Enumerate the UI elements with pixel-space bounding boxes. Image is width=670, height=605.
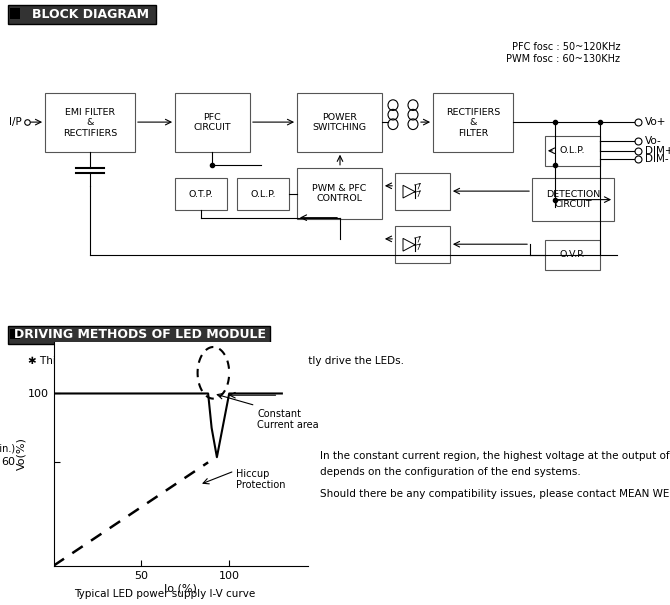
Text: Vo+: Vo+ bbox=[645, 117, 667, 127]
Text: O.V.P.: O.V.P. bbox=[559, 250, 586, 260]
Text: I/P: I/P bbox=[9, 117, 22, 127]
Bar bbox=[395, 226, 450, 263]
Text: DIM-: DIM- bbox=[645, 154, 669, 165]
Bar bbox=[10, 8, 20, 19]
Text: Hiccup
Protection: Hiccup Protection bbox=[237, 469, 285, 491]
Text: Typical LED power supply I-V curve: Typical LED power supply I-V curve bbox=[74, 589, 256, 599]
Bar bbox=[8, 5, 156, 24]
Text: 60: 60 bbox=[1, 457, 15, 467]
Text: Vo-: Vo- bbox=[645, 136, 662, 146]
Text: In the constant current region, the highest voltage at the output of the driver: In the constant current region, the high… bbox=[320, 451, 670, 461]
Text: RECTIFIERS
&
FILTER: RECTIFIERS & FILTER bbox=[446, 108, 500, 137]
Text: PWM & PFC
CONTROL: PWM & PFC CONTROL bbox=[312, 183, 366, 203]
Text: PFC
CIRCUIT: PFC CIRCUIT bbox=[194, 113, 231, 132]
Text: ✱ This series works in constant current mode to directly drive the LEDs.: ✱ This series works in constant current … bbox=[28, 356, 404, 365]
Text: EMI FILTER
&
RECTIFIERS: EMI FILTER & RECTIFIERS bbox=[63, 108, 117, 137]
Bar bbox=[45, 93, 135, 152]
Text: DRIVING METHODS OF LED MODULE: DRIVING METHODS OF LED MODULE bbox=[14, 328, 266, 341]
Text: O.T.P.: O.T.P. bbox=[188, 190, 214, 199]
Text: O.L.P.: O.L.P. bbox=[251, 190, 276, 199]
Text: DETECTION
CIRCUIT: DETECTION CIRCUIT bbox=[546, 190, 600, 209]
Text: (min.): (min.) bbox=[0, 443, 15, 454]
Bar bbox=[545, 136, 600, 166]
Y-axis label: Vo(%): Vo(%) bbox=[16, 437, 26, 470]
Text: Constant
Current area: Constant Current area bbox=[257, 408, 319, 430]
Bar bbox=[395, 173, 450, 210]
Text: DIM+: DIM+ bbox=[645, 146, 670, 155]
Bar bbox=[297, 93, 382, 152]
Bar bbox=[10, 329, 20, 339]
Bar bbox=[175, 93, 250, 152]
Text: O.L.P.: O.L.P. bbox=[559, 146, 586, 155]
Text: Should there be any compatibility issues, please contact MEAN WELL.: Should there be any compatibility issues… bbox=[320, 489, 670, 499]
Text: BLOCK DIAGRAM: BLOCK DIAGRAM bbox=[31, 8, 149, 21]
Text: PFC fosc : 50~120KHz
PWM fosc : 60~130KHz: PFC fosc : 50~120KHz PWM fosc : 60~130KH… bbox=[506, 42, 620, 64]
X-axis label: Io (%): Io (%) bbox=[164, 583, 198, 594]
Bar bbox=[545, 240, 600, 270]
Bar bbox=[237, 178, 289, 210]
Text: POWER
SWITCHING: POWER SWITCHING bbox=[312, 113, 366, 132]
Text: depends on the configuration of the end systems.: depends on the configuration of the end … bbox=[320, 467, 581, 477]
Bar bbox=[297, 168, 382, 219]
Bar bbox=[8, 325, 270, 344]
Bar bbox=[532, 178, 614, 221]
Bar bbox=[175, 178, 227, 210]
Bar bbox=[433, 93, 513, 152]
